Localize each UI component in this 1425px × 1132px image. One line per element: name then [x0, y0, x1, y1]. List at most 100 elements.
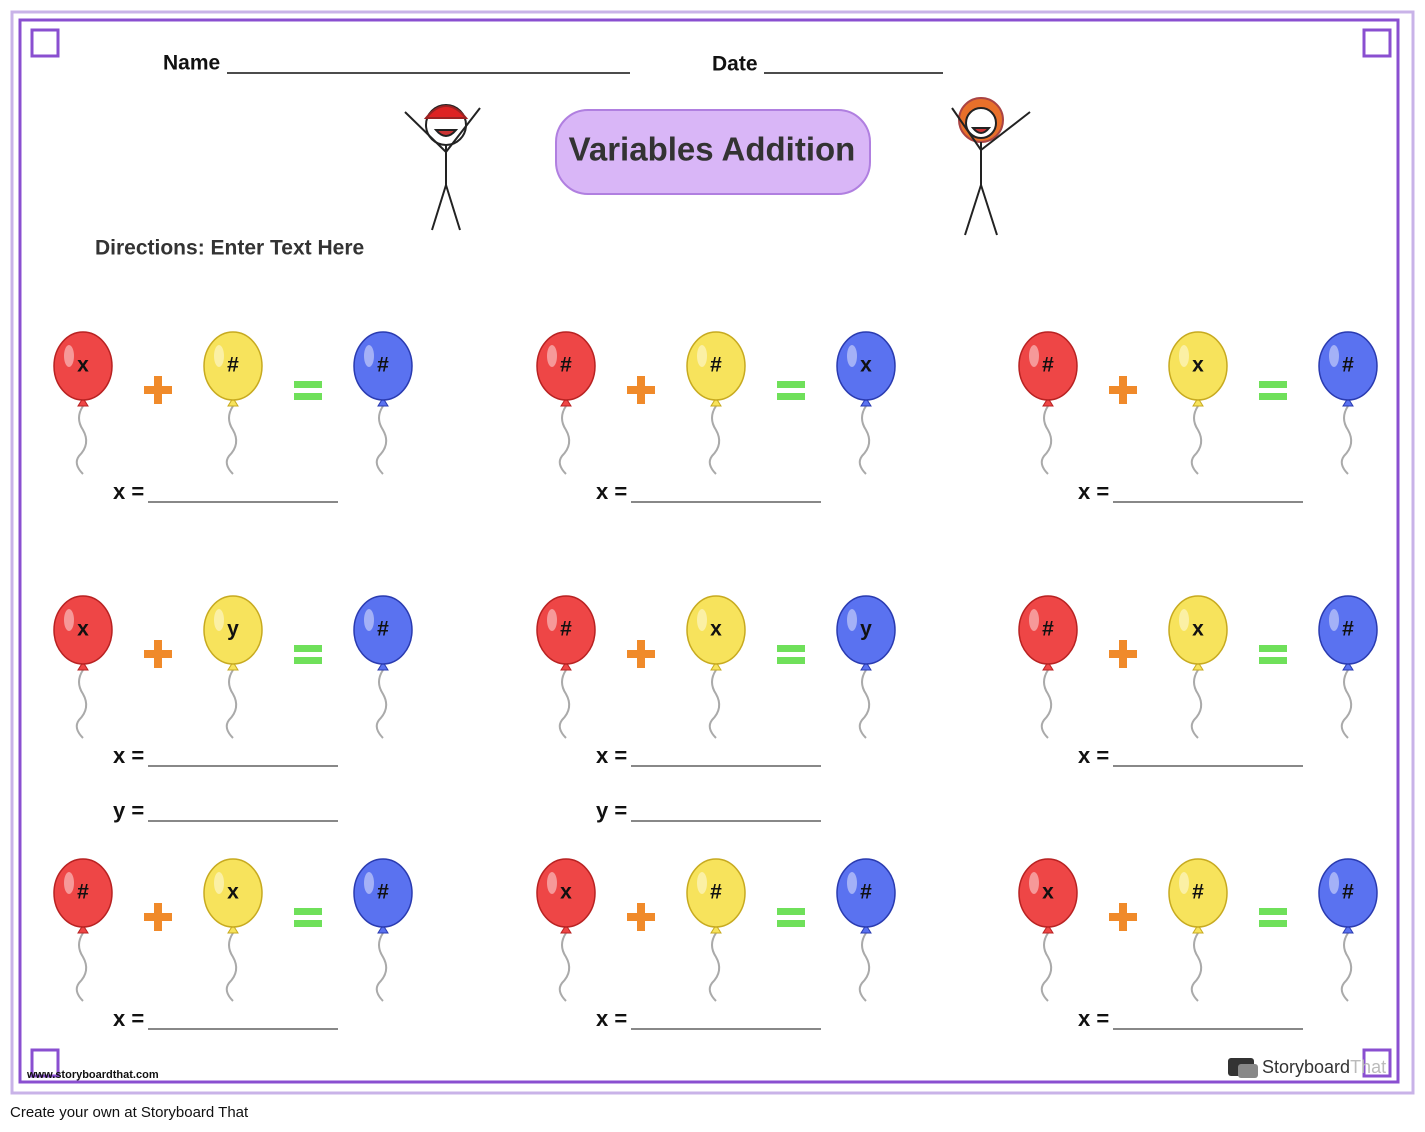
problem: x # # x = [536, 858, 896, 1031]
answer-label: x = [1078, 479, 1109, 504]
balloon-highlight [1329, 345, 1339, 367]
balloon-label: # [377, 881, 389, 904]
balloon: x [1018, 858, 1078, 1002]
balloon-body [536, 858, 596, 928]
website: www.storyboardthat.com [26, 1069, 159, 1081]
corner-square [1362, 28, 1392, 58]
balloon-string [858, 669, 871, 739]
balloon-string [558, 405, 571, 475]
problem: # # x x = [536, 331, 896, 504]
balloon-body [1168, 858, 1228, 928]
balloon-label: x [77, 618, 89, 641]
balloon-knot [377, 661, 389, 671]
balloon: # [1168, 858, 1228, 1002]
balloon-label: # [1192, 881, 1204, 904]
answer-label: x = [1078, 1006, 1109, 1031]
balloon-label: # [227, 354, 239, 377]
equals-sign [294, 393, 322, 400]
balloon-string [225, 669, 238, 739]
balloon-highlight [364, 345, 374, 367]
date-label: Date [712, 53, 758, 76]
stick-figure-girl [951, 97, 1031, 236]
equals-sign [1259, 381, 1287, 388]
balloon-knot [227, 661, 239, 671]
balloon-label: x [860, 354, 872, 377]
balloon-highlight [547, 609, 557, 631]
balloon: # [686, 331, 746, 475]
balloon-body [836, 858, 896, 928]
balloon-body [203, 331, 263, 401]
balloon-label: # [1342, 354, 1354, 377]
balloon-label: x [227, 881, 239, 904]
title-banner: Variables Addition [555, 109, 871, 195]
equals-sign [1259, 920, 1287, 927]
plus-sign [637, 903, 645, 931]
brand-logo: StoryboardThat [1228, 1057, 1386, 1078]
balloon-highlight [847, 872, 857, 894]
brand-icon [1238, 1064, 1258, 1078]
balloon-knot [1192, 397, 1204, 407]
balloon-highlight [1029, 609, 1039, 631]
balloon: x [203, 858, 263, 1002]
balloon-string [1190, 932, 1203, 1002]
answer-label: x = [1078, 743, 1109, 768]
title: Variables Addition [569, 131, 856, 168]
equals-sign [777, 645, 805, 652]
balloon-highlight [1179, 345, 1189, 367]
balloon: # [1018, 595, 1078, 739]
equals-sign [1259, 393, 1287, 400]
directions: Directions: Enter Text Here [95, 237, 364, 260]
corner-square [30, 1048, 60, 1078]
plus-sign [154, 903, 162, 931]
balloon-knot [560, 924, 572, 934]
equals-sign [777, 908, 805, 915]
balloon-body [353, 595, 413, 665]
balloon-highlight [847, 609, 857, 631]
balloon-body [836, 331, 896, 401]
title-blob [555, 109, 871, 195]
balloon-highlight [1179, 609, 1189, 631]
corner-square [1362, 1048, 1392, 1078]
balloon-label: # [1042, 354, 1054, 377]
brand-part: Storyboard [1262, 1057, 1350, 1077]
balloon-string [1340, 405, 1353, 475]
balloon-knot [1342, 397, 1354, 407]
equals-sign [294, 908, 322, 915]
problems: x # #x =# # xx =# x #x =x y #x =y =# x yx =y =# x #x… [53, 331, 1378, 1031]
balloon-label: # [860, 881, 872, 904]
balloon-body [836, 595, 896, 665]
balloon: # [1318, 858, 1378, 1002]
balloon-body [1018, 331, 1078, 401]
balloon-knot [1042, 661, 1054, 671]
balloon: x [836, 331, 896, 475]
balloon: # [353, 595, 413, 739]
balloon-body [203, 595, 263, 665]
balloon-string [225, 405, 238, 475]
balloon-string [858, 932, 871, 1002]
balloon: # [353, 331, 413, 475]
balloon-label: x [710, 618, 722, 641]
balloon-label: y [227, 618, 239, 641]
balloon-highlight [214, 609, 224, 631]
balloon-knot [560, 661, 572, 671]
balloon-label: # [77, 881, 89, 904]
balloon-string [708, 405, 721, 475]
answer-label: x = [113, 1006, 144, 1031]
balloon-body [53, 595, 113, 665]
balloon-highlight [64, 872, 74, 894]
balloon-highlight [1029, 345, 1039, 367]
balloon-string [225, 932, 238, 1002]
plus-sign [154, 640, 162, 668]
balloon-label: # [1342, 618, 1354, 641]
balloon-string [558, 669, 571, 739]
balloon-knot [860, 397, 872, 407]
answer-label: x = [596, 743, 627, 768]
balloon-knot [560, 397, 572, 407]
balloon-label: # [560, 354, 572, 377]
balloon-label: x [1042, 881, 1054, 904]
balloon-body [1018, 595, 1078, 665]
stick-figure-boy [404, 104, 481, 231]
equals-sign [294, 920, 322, 927]
equals-sign [777, 381, 805, 388]
balloon-knot [1042, 397, 1054, 407]
